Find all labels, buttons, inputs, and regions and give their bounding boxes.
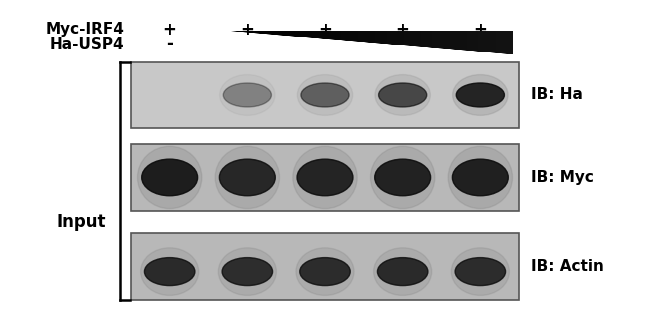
Polygon shape [358, 31, 363, 42]
Polygon shape [415, 31, 421, 47]
Polygon shape [392, 31, 398, 45]
Polygon shape [237, 31, 243, 32]
Polygon shape [473, 31, 478, 52]
Polygon shape [312, 31, 318, 38]
Polygon shape [352, 31, 358, 42]
Ellipse shape [452, 75, 508, 115]
Ellipse shape [300, 258, 350, 285]
Text: IB: Myc: IB: Myc [531, 170, 593, 185]
Ellipse shape [378, 83, 427, 107]
Text: Myc-IRF4: Myc-IRF4 [46, 22, 124, 37]
Polygon shape [478, 31, 484, 52]
Polygon shape [501, 31, 507, 54]
Polygon shape [398, 31, 404, 45]
Ellipse shape [297, 159, 353, 196]
Bar [131, 144, 519, 211]
Polygon shape [438, 31, 444, 49]
Ellipse shape [215, 146, 280, 209]
Polygon shape [421, 31, 427, 47]
Text: Ha-USP4: Ha-USP4 [50, 37, 124, 52]
Ellipse shape [222, 258, 272, 285]
Polygon shape [490, 31, 496, 53]
Polygon shape [387, 31, 392, 44]
Ellipse shape [142, 159, 198, 196]
Ellipse shape [378, 258, 428, 285]
Text: IB: Ha: IB: Ha [531, 87, 582, 102]
Polygon shape [294, 31, 300, 37]
Ellipse shape [144, 258, 195, 285]
Text: +: + [318, 21, 332, 39]
Polygon shape [432, 31, 438, 48]
Polygon shape [456, 31, 462, 50]
Ellipse shape [370, 146, 435, 209]
Text: +: + [240, 21, 254, 39]
Polygon shape [318, 31, 323, 39]
Polygon shape [248, 31, 254, 33]
Polygon shape [272, 31, 278, 35]
Ellipse shape [452, 159, 508, 196]
Polygon shape [507, 31, 513, 54]
Ellipse shape [218, 248, 276, 295]
Polygon shape [363, 31, 369, 43]
Bar [131, 233, 519, 300]
Ellipse shape [138, 146, 202, 209]
Text: +: + [473, 21, 488, 39]
Polygon shape [467, 31, 473, 51]
Polygon shape [346, 31, 352, 41]
Ellipse shape [296, 248, 354, 295]
Polygon shape [278, 31, 283, 36]
Ellipse shape [448, 146, 512, 209]
Polygon shape [329, 31, 335, 40]
Ellipse shape [375, 75, 430, 115]
Ellipse shape [220, 75, 275, 115]
Text: Input: Input [57, 213, 106, 231]
Polygon shape [444, 31, 450, 49]
Text: +: + [162, 21, 177, 39]
Polygon shape [335, 31, 341, 40]
Text: +: + [396, 21, 410, 39]
Polygon shape [300, 31, 306, 37]
Polygon shape [427, 31, 432, 48]
Text: -: - [166, 35, 173, 53]
Ellipse shape [219, 159, 276, 196]
Polygon shape [289, 31, 294, 36]
Ellipse shape [455, 258, 506, 285]
Ellipse shape [223, 83, 272, 107]
Ellipse shape [301, 83, 349, 107]
Ellipse shape [293, 146, 357, 209]
Polygon shape [260, 31, 266, 34]
Polygon shape [283, 31, 289, 36]
Ellipse shape [297, 75, 353, 115]
Polygon shape [496, 31, 501, 53]
Polygon shape [306, 31, 312, 38]
Polygon shape [323, 31, 329, 39]
Polygon shape [410, 31, 415, 46]
Polygon shape [243, 31, 248, 33]
Polygon shape [404, 31, 410, 46]
Polygon shape [369, 31, 375, 43]
Ellipse shape [140, 248, 199, 295]
Polygon shape [484, 31, 490, 52]
Polygon shape [254, 31, 260, 34]
Polygon shape [266, 31, 272, 35]
Ellipse shape [374, 248, 432, 295]
Ellipse shape [451, 248, 510, 295]
Ellipse shape [456, 83, 504, 107]
Polygon shape [450, 31, 456, 50]
Polygon shape [341, 31, 346, 41]
Bar [131, 62, 519, 128]
Polygon shape [462, 31, 467, 51]
Text: IB: Actin: IB: Actin [531, 259, 604, 274]
Ellipse shape [374, 159, 431, 196]
Polygon shape [231, 31, 237, 32]
Polygon shape [375, 31, 381, 44]
Polygon shape [381, 31, 387, 44]
